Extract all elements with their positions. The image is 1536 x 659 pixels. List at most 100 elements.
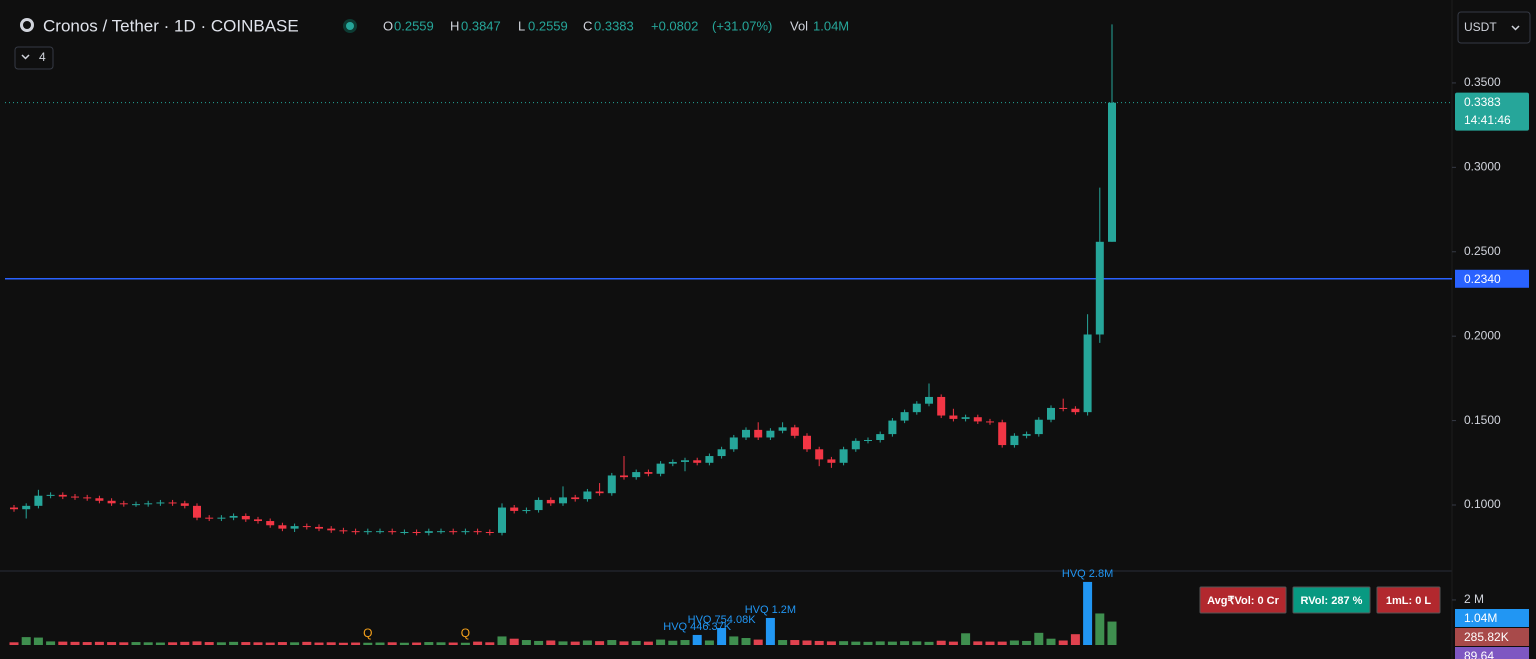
volume-label: HVQ 2.8M (1062, 568, 1113, 580)
volume-bar (948, 641, 958, 645)
candle-body (656, 463, 665, 474)
volume-bar (814, 640, 824, 645)
low-label: L (518, 18, 525, 33)
candle-body (668, 461, 677, 464)
volume-bar (70, 641, 80, 645)
candle-body (1095, 241, 1104, 335)
volume-bar (82, 642, 92, 645)
low-value: 0.2559 (528, 18, 568, 33)
candle-body (205, 517, 214, 519)
candle-body (912, 403, 921, 413)
candle-body (58, 494, 67, 497)
candle-body (241, 515, 250, 520)
candle-body (278, 525, 287, 529)
volume-bar (753, 639, 763, 645)
y-tick-label: 0.2500 (1464, 244, 1501, 258)
candle-body (376, 531, 384, 533)
volume-bar (863, 641, 873, 645)
hline-label-box (1455, 269, 1529, 288)
volume-bar (619, 641, 629, 645)
volume-bar (875, 641, 885, 645)
volume-bar (1058, 640, 1068, 645)
candle-body (1022, 434, 1031, 436)
candle-body (693, 460, 702, 463)
candle-body (510, 507, 519, 511)
axis-value-label: 1.04M (1464, 611, 1497, 625)
stat-label: 1mL: 0 L (1386, 595, 1432, 607)
volume-bar (314, 642, 324, 645)
candle-body (485, 532, 494, 534)
stat-label: RVol: 287 % (1301, 595, 1363, 607)
candle-body (168, 502, 177, 504)
candle-body (815, 449, 824, 460)
volume-bar (704, 640, 714, 645)
candle-body (559, 497, 567, 504)
collapse-button[interactable] (14, 46, 54, 70)
y-tick-label: 0.3500 (1464, 75, 1501, 89)
volume-bar (363, 642, 373, 645)
candle-body (229, 515, 238, 518)
candle-body (766, 430, 775, 438)
candle-body (22, 505, 31, 510)
status-dot[interactable] (346, 22, 354, 30)
symbol-title: Cronos / Tether · 1D · COINBASE (43, 16, 299, 35)
volume-bar (424, 642, 434, 645)
volume-bar (826, 641, 836, 645)
candle-body (546, 499, 555, 504)
candle-body (412, 532, 421, 534)
volume-bar (851, 641, 861, 645)
close-label: C (583, 18, 592, 33)
candle-body (1108, 102, 1116, 242)
candle-body (327, 528, 336, 531)
volume-value: 1.04M (813, 18, 849, 33)
volume-bar (668, 640, 678, 645)
stat-box (1199, 586, 1287, 614)
candle-body (46, 494, 55, 496)
candle-body (1034, 419, 1043, 435)
candle-body (937, 396, 946, 416)
volume-bar (680, 640, 690, 645)
candle-body (1071, 408, 1080, 413)
chevron-icon (1511, 25, 1520, 31)
volume-bar (265, 642, 275, 645)
candle-body (83, 497, 92, 499)
chevron-icon (21, 54, 30, 60)
volume-bar (521, 640, 531, 645)
axis-value-box (1455, 628, 1529, 646)
candle-body (388, 531, 397, 533)
last-price-label: 0.3383 (1464, 95, 1501, 109)
candle-body (34, 495, 43, 506)
volume-bar (643, 641, 653, 645)
volume-bar (912, 641, 922, 645)
volume-bar (21, 637, 31, 645)
volume-bar (790, 640, 800, 645)
volume-bar (973, 641, 983, 645)
volume-bar (192, 641, 202, 645)
volume-bar (302, 641, 312, 645)
volume-bar (656, 639, 666, 645)
candle-body (803, 435, 811, 450)
candle-body (644, 472, 653, 474)
close-value: 0.3383 (594, 18, 634, 33)
currency-button[interactable] (1457, 11, 1531, 44)
volume-bar (1083, 581, 1093, 645)
candle-body (681, 460, 689, 462)
volume-label: Vol (790, 18, 808, 33)
candle-body (217, 517, 226, 519)
volume-bar (1046, 638, 1056, 645)
volume-bar (887, 641, 897, 645)
volume-bar (168, 642, 178, 645)
volume-bar (936, 640, 946, 645)
volume-bar (985, 641, 995, 645)
volume-bar (351, 642, 361, 645)
volume-label: HVQ 446.37K (663, 621, 732, 633)
volume-label: HVQ 754.08K (688, 614, 757, 626)
candle-body (705, 456, 714, 463)
volume-bar (802, 640, 812, 645)
volume-bar (497, 636, 507, 645)
candle-body (302, 526, 311, 528)
candle-body (729, 437, 738, 450)
volume-bar (997, 641, 1007, 645)
